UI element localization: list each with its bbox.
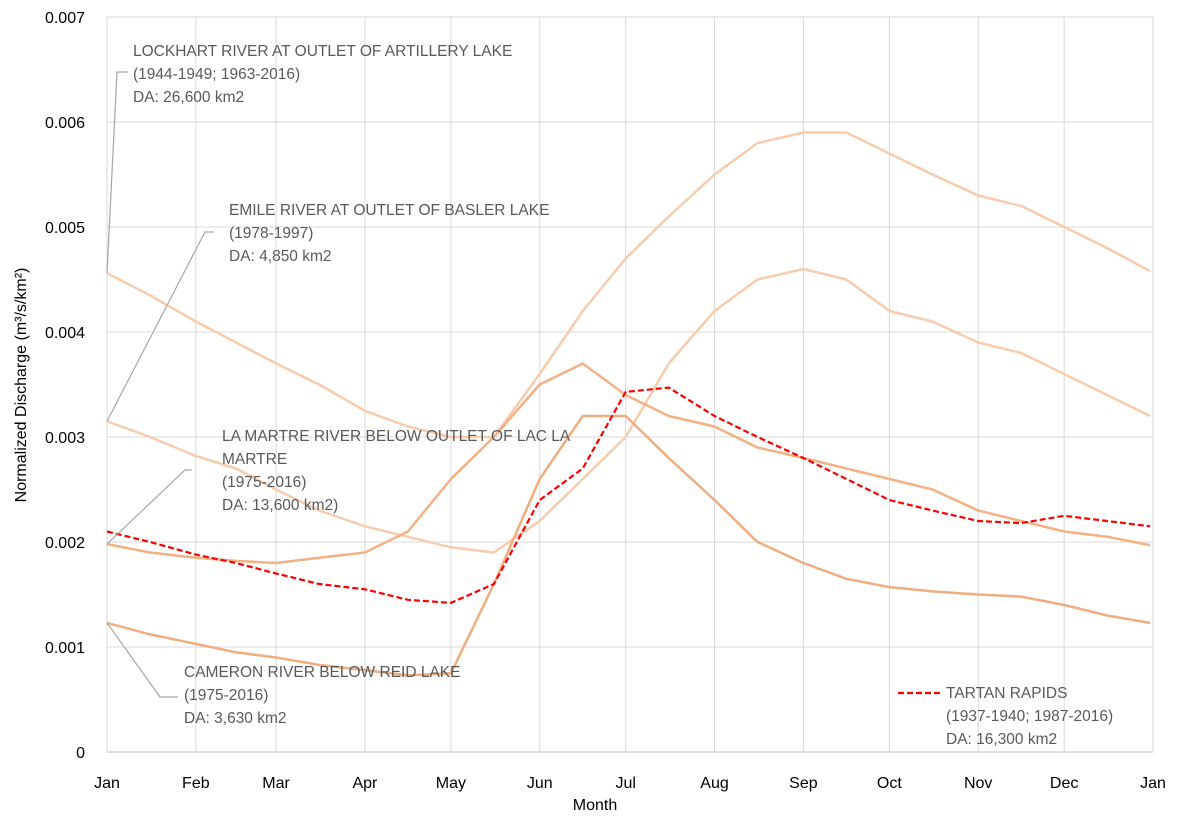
x-tick-label: Dec	[1050, 775, 1078, 792]
y-tick-label: 0.007	[45, 10, 85, 27]
series-period: (1937-1940; 1987-2016)	[946, 708, 1114, 725]
y-tick-label: 0.004	[45, 325, 85, 342]
series-name: LOCKHART RIVER AT OUTLET OF ARTILLERY LA…	[133, 43, 513, 60]
series-line	[106, 267, 1151, 554]
x-tick-label: Jan	[94, 775, 120, 792]
annotation: CAMERON RIVER BELOW REID LAKE (1975-2016)…	[184, 661, 514, 730]
series-period: (1978-1997)	[229, 225, 314, 242]
series-line	[106, 386, 1151, 604]
series-area: DA: 26,600 km2	[133, 89, 245, 106]
series-period: (1975-2016)	[184, 687, 269, 704]
y-tick-label: 0.005	[45, 220, 85, 237]
series-name: CAMERON RIVER BELOW REID LAKE	[184, 664, 461, 681]
y-axis-title: Normalized Discharge (m³/s/km²)	[13, 268, 30, 503]
series-period: (1975-2016)	[222, 474, 307, 491]
x-tick-label: May	[436, 775, 466, 792]
series-line	[106, 131, 1151, 439]
series-line	[106, 362, 1151, 565]
series-line	[106, 414, 1151, 677]
x-tick-label: Mar	[262, 775, 290, 792]
x-tick-label: Apr	[352, 775, 378, 792]
leader-line	[106, 231, 214, 422]
x-tick-label: Nov	[964, 775, 992, 792]
y-tick-label: 0.003	[45, 430, 85, 447]
legend-entry: TARTAN RAPIDS (1937-1940; 1987-2016) DA: 1…	[946, 682, 1166, 751]
y-tick-label: 0.006	[45, 115, 85, 132]
y-tick-label: 0.002	[45, 535, 85, 552]
series-name: LA MARTRE RIVER BELOW OUTLET OF LAC LA M…	[222, 428, 570, 468]
series-period: (1944-1949; 1963-2016)	[133, 66, 301, 83]
annotation: EMILE RIVER AT OUTLET OF BASLER LAKE (197…	[229, 199, 609, 268]
x-tick-label: Oct	[877, 775, 902, 792]
annotation: LA MARTRE RIVER BELOW OUTLET OF LAC LA M…	[222, 425, 582, 517]
y-tick-label: 0.001	[45, 640, 85, 657]
x-tick-label: Jul	[615, 775, 635, 792]
x-tick-label: Aug	[700, 775, 728, 792]
leader-line	[106, 71, 128, 274]
x-tick-label: Sep	[789, 775, 818, 792]
grid	[106, 16, 1154, 753]
annotation: LOCKHART RIVER AT OUTLET OF ARTILLERY LA…	[133, 40, 553, 109]
series-area: DA: 16,300 km2	[946, 731, 1058, 748]
series-name: TARTAN RAPIDS	[946, 685, 1068, 702]
series-area: DA: 4,850 km2	[229, 248, 332, 265]
x-tick-label: Jan	[1140, 775, 1166, 792]
x-tick-label: Feb	[182, 775, 210, 792]
series-area: DA: 3,630 km2	[184, 710, 287, 727]
leader-line	[106, 622, 178, 698]
x-tick-label: Jun	[527, 775, 553, 792]
x-axis-title: Month	[573, 797, 617, 814]
y-tick-label: 0	[76, 745, 85, 762]
series-name: EMILE RIVER AT OUTLET OF BASLER LAKE	[229, 202, 550, 219]
leader-line	[106, 469, 192, 545]
series-area: DA: 13,600 km2)	[222, 497, 339, 514]
